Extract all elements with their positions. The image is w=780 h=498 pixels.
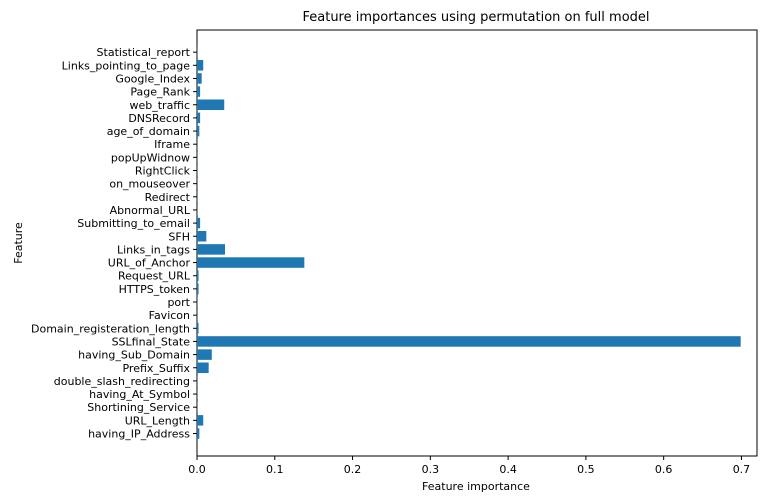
y-tick-label: Links_pointing_to_page bbox=[62, 59, 191, 72]
y-tick-label: URL_Length bbox=[125, 414, 190, 427]
bar-Google_Index bbox=[197, 73, 202, 84]
y-tick-label: having_Sub_Domain bbox=[78, 349, 190, 362]
y-tick-label: Submitting_to_email bbox=[77, 217, 190, 230]
x-axis: 0.0 0.1 0.2 0.3 0.4 0.5 0.6 0.7 bbox=[188, 456, 750, 476]
y-axis-title: Feature bbox=[12, 222, 25, 264]
bars-group bbox=[197, 46, 741, 439]
bar-Submitting_to_email bbox=[197, 217, 201, 229]
bar-Links_pointing_to_page bbox=[197, 60, 204, 71]
x-tick-label: 0.3 bbox=[422, 463, 440, 476]
y-tick-label: having_At_Symbol bbox=[89, 388, 190, 401]
bar-web_traffic bbox=[197, 99, 225, 110]
bar-Prefix_Suffix bbox=[197, 362, 209, 373]
plot-area-frame bbox=[196, 29, 758, 457]
y-tick-label: SSLfinal_State bbox=[112, 335, 191, 348]
bar-URL_of_Anchor bbox=[197, 257, 305, 268]
y-tick-label: on_mouseover bbox=[109, 178, 190, 191]
x-axis-title: Feature importance bbox=[422, 480, 530, 493]
x-tick-label: 0.0 bbox=[188, 463, 206, 476]
y-tick-label: SFH bbox=[168, 230, 190, 243]
y-tick-label: Page_Rank bbox=[130, 86, 190, 99]
y-tick-label: age_of_domain bbox=[107, 125, 190, 138]
bar-DNSRecord bbox=[197, 112, 201, 124]
bar-having_IP_Address bbox=[197, 428, 200, 439]
chart-title: Feature importances using permutation on… bbox=[302, 10, 649, 25]
x-tick-label: 0.7 bbox=[733, 463, 751, 476]
y-tick-label: URL_of_Anchor bbox=[108, 257, 191, 270]
bar-having_Sub_Domain bbox=[197, 349, 212, 360]
y-tick-label: Redirect bbox=[145, 191, 191, 204]
x-tick-label: 0.6 bbox=[655, 463, 673, 476]
y-tick-label: HTTPS_token bbox=[119, 283, 190, 296]
y-tick-label: Shortining_Service bbox=[87, 401, 190, 414]
bar-SSLfinal_State bbox=[197, 336, 741, 347]
y-tick-label: RightClick bbox=[135, 165, 191, 178]
x-tick-label: 0.5 bbox=[577, 463, 595, 476]
x-tick-label: 0.4 bbox=[499, 463, 517, 476]
y-tick-label: Links_in_tags bbox=[117, 243, 190, 256]
y-tick-label: Request_URL bbox=[118, 270, 191, 283]
y-axis: having_IP_AddressURL_LengthShortining_Se… bbox=[31, 46, 197, 441]
bar-Domain_registeration_length bbox=[197, 323, 199, 334]
bar-Page_Rank bbox=[197, 86, 201, 97]
bar-HTTPS_token bbox=[197, 283, 199, 295]
y-tick-label: having_IP_Address bbox=[88, 428, 190, 441]
x-tick-label: 0.2 bbox=[344, 463, 362, 476]
bar-Request_URL bbox=[197, 270, 199, 281]
y-tick-label: Abnormal_URL bbox=[110, 204, 191, 217]
y-tick-label: Statistical_report bbox=[97, 46, 191, 59]
bar-URL_Length bbox=[197, 415, 204, 426]
y-tick-label: Favicon bbox=[149, 309, 190, 322]
bar-SFH bbox=[197, 231, 207, 242]
y-tick-label: port bbox=[167, 296, 190, 309]
y-tick-label: popUpWidnow bbox=[111, 151, 190, 164]
y-tick-label: Google_Index bbox=[115, 72, 190, 85]
y-tick-label: double_slash_redirecting bbox=[54, 375, 190, 388]
y-tick-label: DNSRecord bbox=[128, 112, 190, 125]
y-tick-label: web_traffic bbox=[129, 99, 190, 112]
y-tick-label: Domain_registeration_length bbox=[31, 322, 190, 335]
y-tick-label: Iframe bbox=[154, 138, 190, 151]
bar-age_of_domain bbox=[197, 125, 200, 137]
bar-Links_in_tags bbox=[197, 244, 225, 255]
x-tick-label: 0.1 bbox=[266, 463, 284, 476]
y-tick-label: Prefix_Suffix bbox=[122, 362, 190, 375]
